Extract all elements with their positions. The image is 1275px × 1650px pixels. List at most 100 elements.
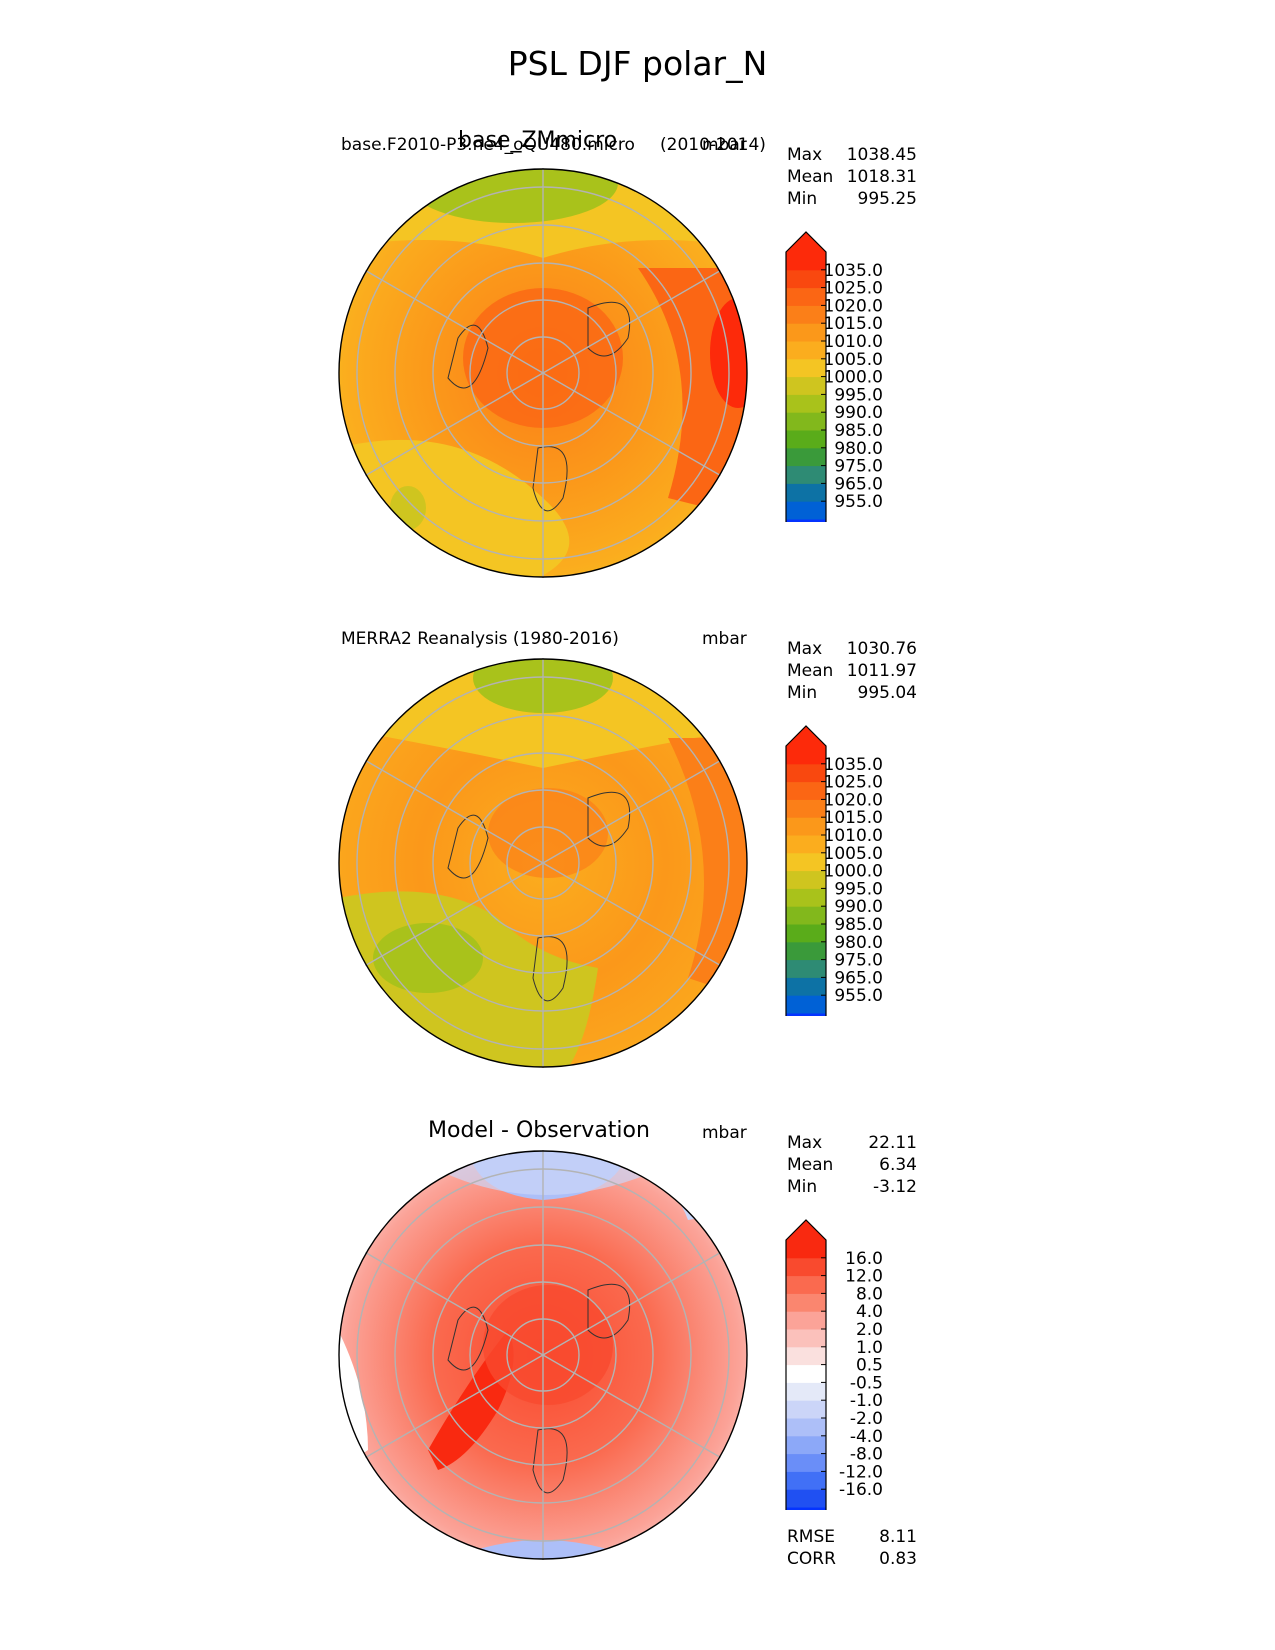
colorbar-segment xyxy=(786,1257,826,1277)
colorbar-segment xyxy=(786,852,826,872)
colorbar-segment xyxy=(786,465,826,484)
colorbar-segment xyxy=(786,501,826,520)
max-label: Max xyxy=(787,639,823,659)
colorbar-segment xyxy=(786,412,826,431)
rmse-label: RMSE xyxy=(787,1527,836,1547)
colorbar-tick-label: 1020.0 xyxy=(824,296,883,316)
coastlines xyxy=(447,301,631,512)
colorbar-tick-label: -2.0 xyxy=(850,1409,883,1429)
panel3-colorbar: 16.012.08.04.02.01.00.5-0.5-1.0-2.0-4.0-… xyxy=(785,1219,883,1510)
coastlines xyxy=(447,791,631,1002)
map-boundary xyxy=(338,168,748,578)
colorbar-segment xyxy=(786,1240,826,1259)
colorbar-segment xyxy=(786,781,826,800)
colorbar-segment xyxy=(786,376,826,395)
min-label: Min xyxy=(787,683,818,703)
colorbar-segment xyxy=(786,1471,826,1490)
colorbar-segment xyxy=(786,906,826,925)
map-region xyxy=(488,788,608,878)
map-boundary xyxy=(338,658,748,1068)
colorbar-tick-label: 1000.0 xyxy=(824,862,883,882)
colorbar-tick-label: -8.0 xyxy=(850,1445,883,1465)
colorbar-tick-label: -16.0 xyxy=(839,1480,883,1500)
colorbar-tick-label: -12.0 xyxy=(839,1462,883,1482)
colorbar-tick-label: 990.0 xyxy=(834,403,883,423)
min-label: Min xyxy=(787,1177,818,1197)
colorbar-segment xyxy=(786,959,826,978)
colorbar-segment xyxy=(786,799,826,818)
colorbar-tick-label: -1.0 xyxy=(850,1391,883,1411)
panel2-units: mbar xyxy=(702,629,747,649)
colorbar-segment xyxy=(786,1418,826,1437)
map-region xyxy=(668,738,747,998)
colorbar-tick-label: 985.0 xyxy=(834,421,883,441)
colorbar-tick-label: 1005.0 xyxy=(824,844,883,864)
min-value: 995.04 xyxy=(857,683,917,703)
min-value: -3.12 xyxy=(873,1177,917,1197)
colorbar-tick-label: 1035.0 xyxy=(824,755,883,775)
colorbar-tick-label: -4.0 xyxy=(850,1427,883,1447)
colorbar-outline xyxy=(785,725,827,1016)
panel3-stats: Max 22.11 Mean 6.34 Min -3.12 xyxy=(787,1132,917,1198)
colorbar-extend-max xyxy=(786,1220,826,1240)
colorbar-segment xyxy=(786,746,826,765)
colorbar-segment xyxy=(786,1311,826,1330)
colorbar-tick-label: 1000.0 xyxy=(824,368,883,388)
colorbar-segment xyxy=(786,995,826,1014)
panel3-polar-map xyxy=(338,1150,748,1560)
colorbar-tick-label: 1.0 xyxy=(856,1338,883,1358)
panel1-units: mbar xyxy=(702,135,747,155)
colorbar-tick-label: 8.0 xyxy=(856,1284,883,1304)
mean-label: Mean xyxy=(787,167,834,187)
panel2-polar-map xyxy=(338,658,748,1068)
panel1-stats: Max 1038.45 Mean 1018.31 Min 995.25 xyxy=(787,144,917,210)
colorbar-tick-label: 985.0 xyxy=(834,915,883,935)
panel2-stats: Max 1030.76 Mean 1011.97 Min 995.04 xyxy=(787,638,917,704)
min-label: Min xyxy=(787,189,818,209)
corr-label: CORR xyxy=(787,1549,836,1569)
colorbar-segment xyxy=(786,1364,826,1383)
colorbar-segment xyxy=(786,941,826,961)
colorbar-segment xyxy=(786,1435,826,1455)
colorbar-segment xyxy=(786,1013,826,1016)
colorbar-tick-label: 975.0 xyxy=(834,951,883,971)
colorbar-tick-label: 1025.0 xyxy=(824,773,883,793)
colorbar-segment xyxy=(786,924,826,943)
panel3-units: mbar xyxy=(702,1123,747,1143)
colorbar-segment xyxy=(786,977,826,996)
panel1-subtitle: (2010-2014) xyxy=(660,135,766,155)
coastlines xyxy=(447,1283,631,1494)
rmse-value: 8.11 xyxy=(879,1527,917,1547)
colorbar-segment xyxy=(786,1382,826,1401)
map-region xyxy=(483,1285,613,1405)
colorbar-segment xyxy=(786,483,826,502)
colorbar-segment xyxy=(786,888,826,907)
map-region xyxy=(390,486,426,530)
colorbar-tick-label: 1010.0 xyxy=(824,826,883,846)
colorbar-segment xyxy=(786,519,826,522)
map-region xyxy=(710,298,747,408)
panel3-metrics: RMSE 8.11 CORR 0.83 xyxy=(787,1526,917,1570)
colorbar-segment xyxy=(786,1507,826,1510)
panel1-left-title: base.F2010-P3.ne4_oQU480.micro xyxy=(341,135,635,155)
colorbar-tick-label: 965.0 xyxy=(834,474,883,494)
mean-value: 1011.97 xyxy=(846,661,917,681)
figure-title: PSL DJF polar_N xyxy=(507,44,768,83)
panel1-polar-map xyxy=(338,168,748,578)
max-value: 1030.76 xyxy=(846,639,917,659)
mean-value: 6.34 xyxy=(879,1155,917,1175)
map-region xyxy=(408,169,618,223)
colorbar-tick-label: -0.5 xyxy=(850,1373,883,1393)
colorbar-tick-label: 2.0 xyxy=(856,1320,883,1340)
colorbar-segment xyxy=(786,817,826,836)
colorbar-tick-label: 1010.0 xyxy=(824,332,883,352)
colorbar-tick-label: 12.0 xyxy=(845,1267,883,1287)
map-region xyxy=(438,1151,658,1195)
colorbar-segment xyxy=(786,394,826,413)
panel2-colorbar: 1035.01025.01020.01015.01010.01005.01000… xyxy=(785,725,883,1016)
graticule xyxy=(356,658,730,1068)
graticule xyxy=(356,1150,730,1560)
panel3-center-title: Model - Observation xyxy=(428,1118,650,1143)
map-boundary xyxy=(338,1150,748,1560)
colorbar-extend-max xyxy=(786,232,826,252)
